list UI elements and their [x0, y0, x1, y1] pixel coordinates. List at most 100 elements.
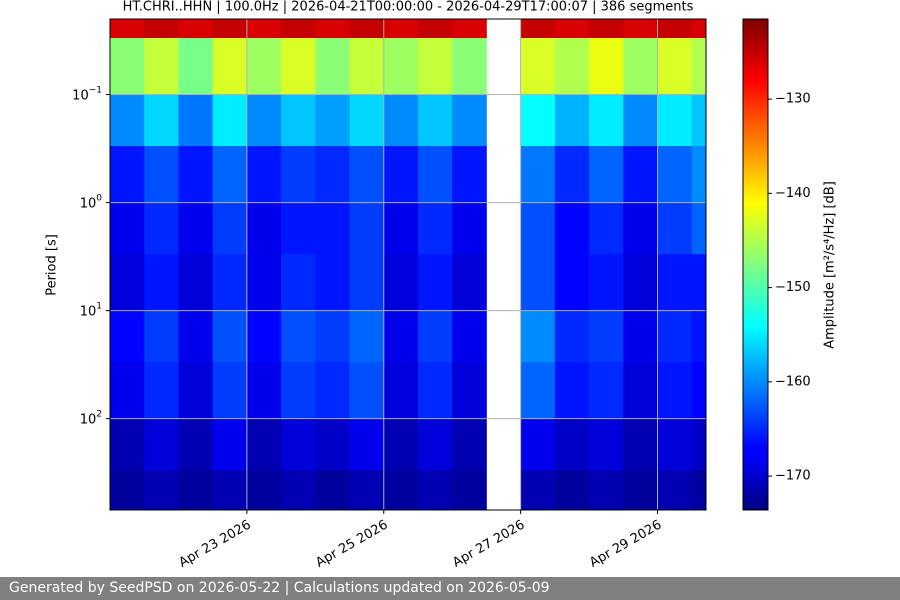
heatmap-cell [452, 19, 487, 39]
heatmap-cell [212, 362, 248, 420]
heatmap-cell [281, 94, 316, 147]
heatmap-cell [212, 94, 248, 147]
heatmap-cell [589, 254, 624, 312]
heatmap-cell [623, 418, 658, 471]
heatmap-cell [315, 146, 350, 203]
heatmap-cell [315, 254, 350, 312]
heatmap-cell [657, 310, 693, 363]
heatmap-cell [657, 362, 693, 420]
heatmap-cell [452, 146, 487, 203]
heatmap-cell [383, 19, 419, 39]
heatmap-cell [144, 362, 179, 420]
heatmap-cell [281, 470, 316, 511]
heatmap-cell [383, 202, 419, 255]
heatmap-cell [623, 310, 658, 363]
heatmap-cell [417, 202, 453, 255]
heatmap-cell [144, 146, 179, 203]
heatmap-cell [110, 362, 145, 420]
heatmap-cell [623, 38, 658, 95]
heatmap-cell [623, 362, 658, 420]
heatmap-cell [520, 38, 556, 95]
heatmap-cell [452, 38, 487, 95]
colorbar-tick-label: −150 [775, 280, 811, 295]
x-tick-label: Apr 29 2026 [587, 518, 664, 571]
heatmap-cell [657, 38, 693, 95]
heatmap-cell [657, 94, 693, 147]
heatmap-cell [520, 418, 556, 471]
heatmap-cell [417, 254, 453, 312]
heatmap-cell [212, 38, 248, 95]
heatmap-cell [554, 362, 590, 420]
heatmap-cell [623, 470, 658, 511]
heatmap-cell [417, 19, 453, 39]
heatmap-cell [212, 19, 248, 39]
heatmap-cell [212, 202, 248, 255]
heatmap-cell [144, 254, 179, 312]
heatmap-cell [623, 254, 658, 312]
y-tick-base: 10 [80, 305, 97, 320]
heatmap-cell [110, 19, 145, 39]
heatmap-cell [554, 38, 590, 95]
heatmap-cell [417, 362, 453, 420]
heatmap-cell [691, 202, 707, 255]
heatmap-cell [589, 38, 624, 95]
colorbar-tick-label: −160 [775, 374, 811, 389]
heatmap-cell [417, 38, 453, 95]
heatmap-cell [246, 470, 282, 511]
heatmap-cell [315, 19, 350, 39]
heatmap-cell [589, 310, 624, 363]
heatmap-cell [281, 310, 316, 363]
y-tick-base: 10 [72, 89, 89, 104]
heatmap-cell [349, 146, 385, 203]
y-tick-label: 100 [80, 194, 103, 212]
heatmap-cell [520, 19, 556, 39]
heatmap-cell [554, 418, 590, 471]
heatmap-cell [691, 470, 707, 511]
heatmap-cell [212, 254, 248, 312]
colorbar-tick-label: −130 [775, 92, 811, 107]
heatmap-cell [315, 470, 350, 511]
heatmap-cell [349, 254, 385, 312]
heatmap-cell [281, 146, 316, 203]
y-tick-label: 101 [80, 302, 102, 320]
heatmap-cell [383, 418, 419, 471]
heatmap-cell [657, 470, 693, 511]
heatmap-cell [144, 19, 179, 39]
heatmap-cell [383, 310, 419, 363]
heatmap-cell [281, 38, 316, 95]
heatmap-cell [520, 254, 556, 312]
y-tick-label: 102 [80, 410, 102, 428]
heatmap-cell [691, 38, 707, 95]
heatmap-cell [691, 418, 707, 471]
heatmap-cell [178, 470, 214, 511]
heatmap-cell [520, 310, 556, 363]
heatmap-cell [246, 19, 282, 39]
heatmap-cell [657, 254, 693, 312]
heatmap-cell [349, 38, 385, 95]
heatmap-cell [520, 202, 556, 255]
heatmap-cell [691, 146, 707, 203]
y-axis-label: Period [s] [45, 234, 60, 296]
heatmap-cell [520, 146, 556, 203]
heatmap-cell [383, 470, 419, 511]
plot-area [110, 19, 707, 511]
y-tick-base: 10 [80, 197, 97, 212]
x-tick-label: Apr 27 2026 [450, 518, 527, 571]
heatmap-cell [691, 94, 707, 147]
y-tick-label: 10−1 [72, 86, 102, 104]
plot-frame [109, 18, 707, 511]
heatmap-cell [520, 362, 556, 420]
heatmap-cell [315, 310, 350, 363]
heatmap-cell [212, 418, 248, 471]
heatmap-cell [110, 202, 145, 255]
heatmap-cell [589, 418, 624, 471]
heatmap-cell [178, 146, 214, 203]
colorbar [742, 18, 769, 511]
heatmap-cell [144, 94, 179, 147]
heatmap-cell [178, 38, 214, 95]
heatmap-cell [178, 19, 214, 39]
heatmap-cell [281, 362, 316, 420]
heatmap-cell [452, 362, 487, 420]
heatmap-cell [212, 146, 248, 203]
colorbar-tick-label: −170 [775, 469, 811, 484]
